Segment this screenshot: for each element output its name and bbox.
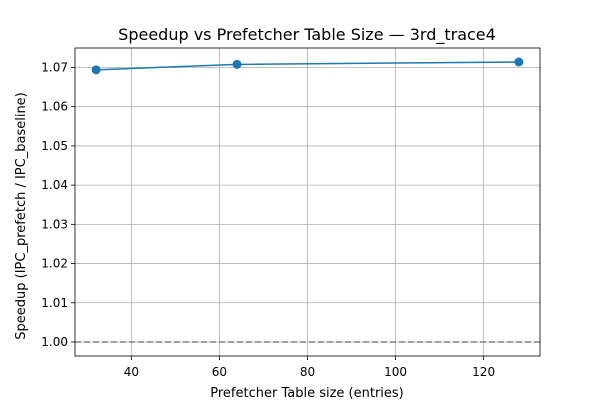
- x-tick-label: 120: [472, 365, 495, 379]
- speedup-point: [91, 65, 101, 75]
- chart-title: Speedup vs Prefetcher Table Size — 3rd_t…: [118, 25, 496, 45]
- x-tick-label: 100: [384, 365, 407, 379]
- y-tick-label: 1.07: [41, 60, 68, 74]
- y-tick-label: 1.05: [41, 139, 68, 153]
- x-tick-label: 60: [212, 365, 227, 379]
- y-axis-label: Speedup (IPC_prefetch / IPC_baseline): [14, 92, 29, 339]
- y-tick-label: 1.04: [41, 178, 68, 192]
- grid-lines: [75, 48, 540, 356]
- y-tick-label: 1.06: [41, 100, 68, 114]
- x-tick-label: 80: [300, 365, 315, 379]
- tick-group: 40 60 80 100 120 1.00 1.01 1.02 1.03 1.04 1.05 1.06…: [41, 60, 495, 379]
- y-tick-label: 1.02: [41, 257, 68, 271]
- x-axis-label: Prefetcher Table size (entries): [210, 386, 404, 400]
- y-tick-label: 1.00: [41, 335, 68, 349]
- x-tick-label: 40: [124, 365, 139, 379]
- speedup-point: [232, 59, 242, 69]
- y-tick-label: 1.03: [41, 217, 68, 231]
- y-tick-label: 1.01: [41, 296, 68, 310]
- series-group: [91, 57, 524, 75]
- speedup-point: [514, 57, 524, 67]
